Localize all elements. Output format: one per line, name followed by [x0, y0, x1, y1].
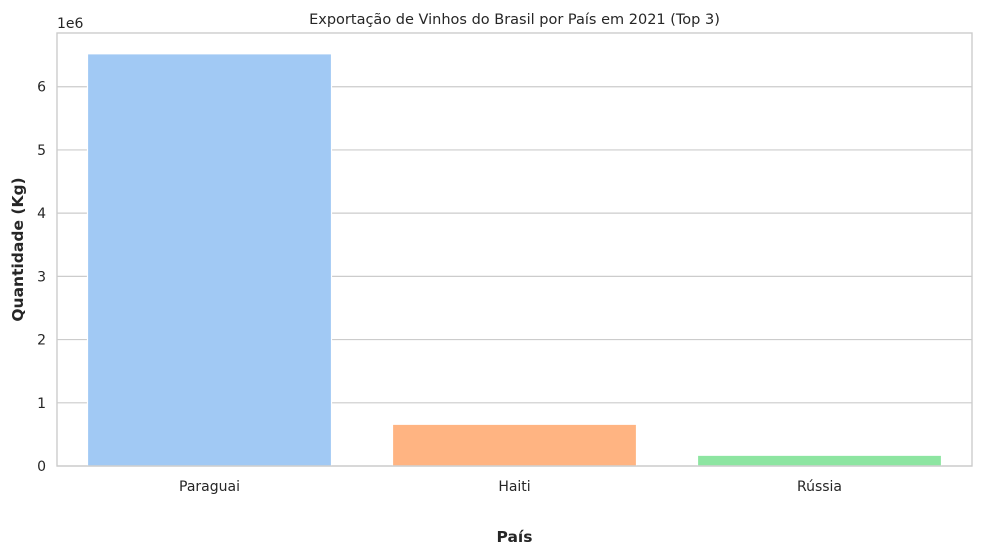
bars: [86, 53, 943, 467]
y-axis-offset-label: 1e6: [57, 16, 84, 32]
plot-frame: [56, 32, 973, 467]
y-tick-label: 2: [37, 333, 46, 349]
y-tick-label: 1: [37, 396, 46, 412]
chart-title: Exportação de Vinhos do Brasil por País …: [309, 12, 720, 28]
y-axis-label: Quantidade (Kg): [9, 177, 27, 321]
y-tick-label: 0: [37, 459, 46, 475]
bar-paraguai: [86, 53, 333, 467]
y-tick-label: 3: [37, 269, 46, 285]
x-axis-label: País: [497, 528, 533, 546]
x-tick-label: Paraguai: [179, 479, 240, 495]
y-tick-label: 5: [37, 143, 46, 159]
bar-rússia: [696, 454, 943, 467]
y-tick-labels: 0 1 2 3 4 5 6: [37, 80, 46, 475]
x-tick-labels: Paraguai Haiti Rússia: [179, 479, 842, 495]
y-tick-label: 4: [37, 206, 46, 222]
x-tick-label: Haiti: [498, 479, 530, 495]
y-tick-label: 6: [37, 80, 46, 96]
bar-haiti: [391, 423, 638, 467]
x-tick-label: Rússia: [797, 479, 842, 495]
